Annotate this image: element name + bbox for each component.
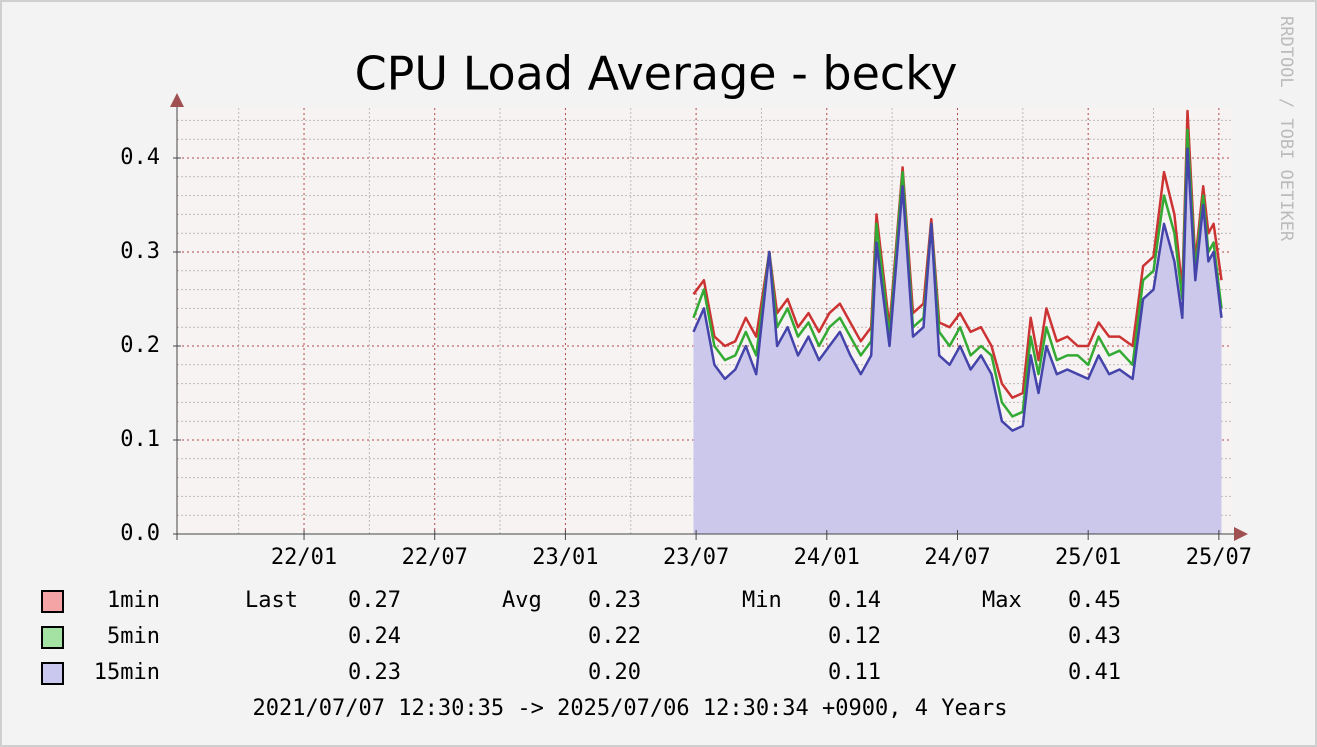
x-tick-label: 24/01 (794, 545, 860, 570)
stat-value: 0.45 (1068, 588, 1121, 613)
stat-value: 0.27 (348, 588, 401, 613)
stat-label: Max (982, 588, 1022, 613)
stat-value: 0.41 (1068, 660, 1121, 685)
stat-value: 0.43 (1068, 624, 1121, 649)
y-arrow (170, 93, 184, 107)
x-tick-label: 22/01 (271, 545, 337, 570)
legend-label: 5min (107, 624, 160, 649)
x-tick-label: 23/07 (663, 545, 729, 570)
stat-value: 0.20 (588, 660, 641, 685)
x-tick-label: 24/07 (924, 545, 990, 570)
stat-value: 0.23 (588, 588, 641, 613)
stat-value: 0.24 (348, 624, 401, 649)
stat-value: 0.11 (828, 660, 881, 685)
period: 2021/07/07 12:30:35 -> 2025/07/06 12:30:… (253, 696, 1008, 721)
stat-label: Avg (502, 588, 542, 613)
y-tick-label: 0.4 (120, 145, 160, 170)
stat-value: 0.14 (828, 588, 881, 613)
series-line (692, 147, 1223, 432)
x-tick-label: 25/07 (1186, 545, 1252, 570)
stat-value: 0.22 (588, 624, 641, 649)
area (693, 148, 1222, 534)
legend-label: 1min (107, 588, 160, 613)
legend-swatch (41, 662, 64, 685)
x-tick-label: 23/01 (532, 545, 598, 570)
y-tick-label: 0.0 (120, 521, 160, 546)
stat-value: 0.23 (348, 660, 401, 685)
legend-swatch (41, 590, 64, 613)
stat-value: 0.12 (828, 624, 881, 649)
series-line (692, 128, 1223, 418)
legend-swatch (41, 626, 64, 649)
series-line (692, 109, 1223, 399)
y-tick-label: 0.2 (120, 333, 160, 358)
legend-label: 15min (94, 660, 160, 685)
x-arrow (1234, 527, 1248, 541)
stat-label: Min (742, 588, 782, 613)
y-tick-label: 0.1 (120, 427, 160, 452)
stat-label: Last (245, 588, 298, 613)
chart-title: CPU Load Average - becky (355, 47, 958, 101)
x-tick-label: 25/01 (1055, 545, 1121, 570)
watermark: RRDTOOL / TOBI OETIKER (1276, 16, 1296, 242)
y-tick-label: 0.3 (120, 239, 160, 264)
x-tick-label: 22/07 (402, 545, 468, 570)
